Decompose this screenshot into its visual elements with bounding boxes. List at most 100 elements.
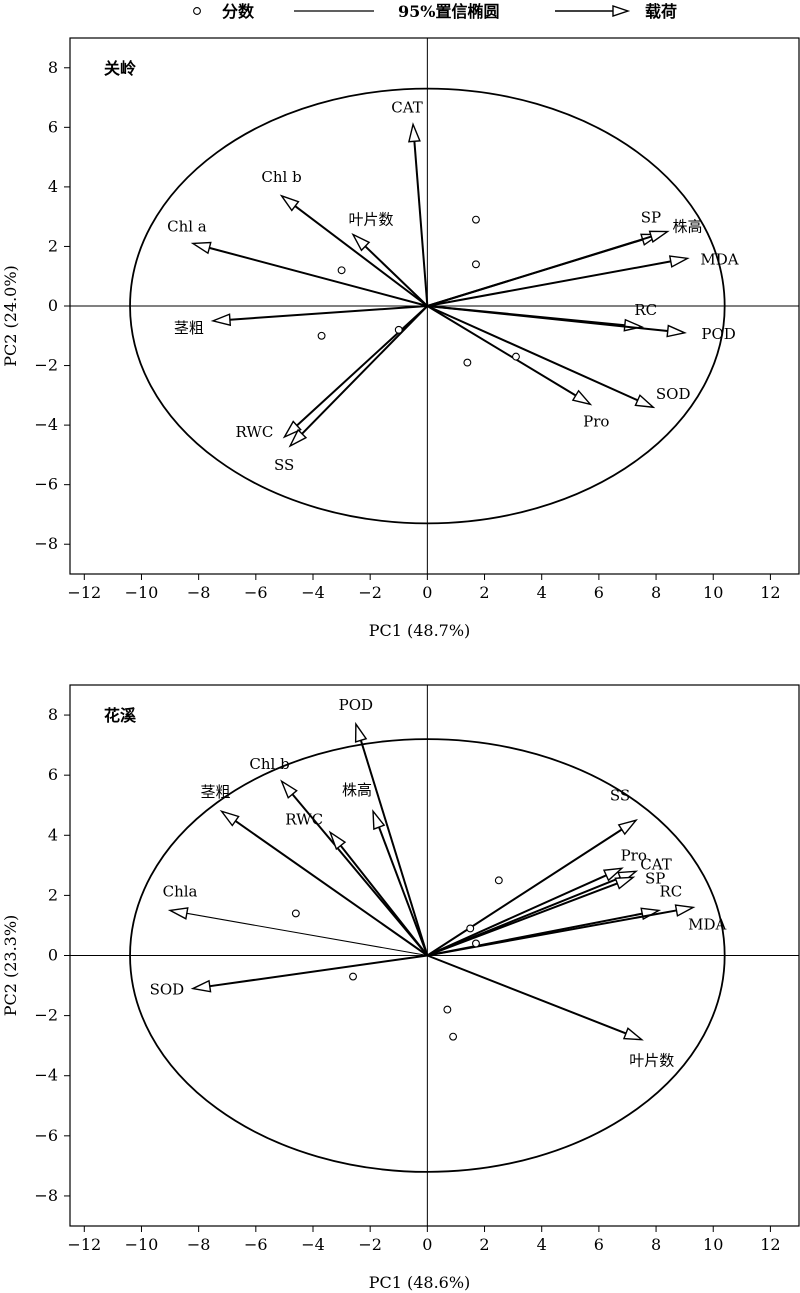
y-tick-label: 2	[48, 236, 58, 255]
score-point	[291, 909, 300, 918]
y-tick-label: 0	[48, 946, 58, 965]
y-tick-label: 2	[48, 885, 58, 904]
panel-guanling: −12 −10 −8 −6 −4 −2 0 2 4 6 8 10 12 −8 −6 −4 −2 0 2 4 6 8 PC1 …	[1, 37, 800, 640]
loading-label: Pro	[583, 412, 609, 430]
x-tick-label: 10	[703, 1235, 723, 1254]
x-tick-label: 2	[479, 583, 489, 602]
y-axis-label: PC2 (23.3%)	[1, 915, 20, 1017]
loading-arrow	[426, 954, 627, 1035]
loading-label: Pro	[621, 846, 647, 864]
loading-arrowhead	[614, 876, 636, 890]
loading-label: Chl a	[167, 217, 207, 235]
loading-arrowhead	[288, 428, 308, 448]
x-tick-label: 6	[594, 1235, 604, 1254]
x-tick-label: 8	[651, 583, 661, 602]
loading-arrow	[209, 246, 428, 307]
loading-arrow	[427, 260, 671, 307]
loading-arrow	[426, 305, 577, 397]
score-point	[349, 972, 357, 981]
loading-arrow	[294, 205, 428, 307]
loading-label: 叶片数	[629, 1052, 674, 1070]
x-tick-label: −12	[67, 583, 101, 602]
x-tick-label: −8	[187, 583, 211, 602]
loading-label: 株高	[672, 218, 702, 236]
panel-title: 关岭	[104, 59, 136, 78]
y-axis-label: PC2 (24.0%)	[1, 265, 20, 367]
legend-ellipse-label: 95%置信椭圆	[398, 2, 499, 21]
x-tick-label: 6	[594, 583, 604, 602]
loading-arrow	[291, 793, 429, 957]
panel-huaxi: −12 −10 −8 −6 −4 −2 0 2 4 6 8 10 12 −8 −6 −4 −2 0 2 4 6 8 PC1 …	[1, 684, 800, 1292]
x-tick-label: −12	[67, 1235, 101, 1254]
loading-arrowhead	[372, 809, 386, 831]
loading-label: RC	[660, 882, 683, 900]
x-tick-label: 4	[537, 1235, 547, 1254]
loading-arrowhead	[622, 1027, 644, 1041]
loading-arrowhead	[634, 394, 656, 409]
loading-arrowhead	[408, 122, 421, 143]
loading-arrow	[427, 305, 668, 333]
loading-label: Chl b	[249, 755, 289, 773]
x-tick-label: 12	[760, 1235, 780, 1254]
loading-arrowhead	[602, 867, 624, 882]
y-tick-label: −8	[34, 1186, 58, 1205]
loading-arrowhead	[279, 194, 300, 212]
loading-arrow	[339, 845, 429, 957]
loading-label: Chl b	[261, 168, 301, 186]
panel-title: 花溪	[104, 706, 137, 725]
score-point	[472, 939, 480, 948]
loading-arrowhead	[668, 255, 690, 268]
confidence-ellipse	[129, 738, 726, 1173]
loading-arrow	[426, 874, 607, 957]
score-point	[512, 352, 520, 361]
loading-label: CAT	[391, 98, 423, 116]
score-point	[494, 876, 503, 885]
loading-label: SOD	[656, 385, 691, 403]
loading-label: MDA	[700, 250, 738, 268]
x-axis-label: PC1 (48.7%)	[369, 621, 471, 640]
loading-arrowhead	[280, 779, 298, 799]
x-tick-label: −4	[301, 583, 325, 602]
y-tick-label: −6	[34, 475, 58, 494]
loading-arrow	[301, 305, 429, 435]
loading-arrowhead	[617, 819, 638, 836]
loading-label: POD	[339, 696, 373, 714]
y-tick-label: −4	[34, 1066, 58, 1085]
score-point	[394, 325, 403, 334]
legend-loadings-label: 载荷	[645, 2, 677, 21]
loading-arrowhead	[666, 324, 687, 338]
score-point	[472, 215, 480, 224]
y-tick-label: 8	[48, 58, 58, 77]
loading-label: RWC	[285, 810, 323, 828]
loading-arrow	[378, 826, 429, 956]
loading-arrowhead	[674, 904, 696, 917]
loading-label: SP	[645, 869, 665, 887]
loading-arrowhead	[210, 313, 232, 327]
y-tick-label: −2	[34, 1006, 58, 1025]
y-tick-label: 4	[48, 825, 58, 844]
legend-score-marker	[193, 7, 201, 15]
x-axis-label: PC1 (48.6%)	[369, 1273, 471, 1292]
x-tick-label: −10	[125, 1235, 159, 1254]
loading-arrow	[209, 954, 428, 988]
x-tick-label: 12	[760, 583, 780, 602]
y-tick-label: 4	[48, 177, 58, 196]
loading-arrowhead	[648, 230, 670, 243]
loading-arrow	[359, 740, 429, 956]
score-point	[317, 331, 326, 340]
x-tick-label: 2	[479, 1235, 489, 1254]
loading-label: 茎粗	[201, 783, 231, 801]
score-point	[466, 924, 475, 933]
y-tick-label: 8	[48, 705, 58, 724]
loading-arrowhead	[354, 721, 368, 743]
loading-arrowhead	[190, 979, 212, 993]
loading-label: SS	[610, 786, 630, 804]
x-tick-label: 8	[651, 1235, 661, 1254]
loading-label: Chla	[163, 882, 198, 900]
loading-arrow	[364, 245, 429, 307]
loading-label: SS	[274, 456, 294, 474]
loading-arrowhead	[282, 420, 302, 439]
y-tick-label: −2	[34, 356, 58, 375]
score-point	[463, 358, 472, 367]
